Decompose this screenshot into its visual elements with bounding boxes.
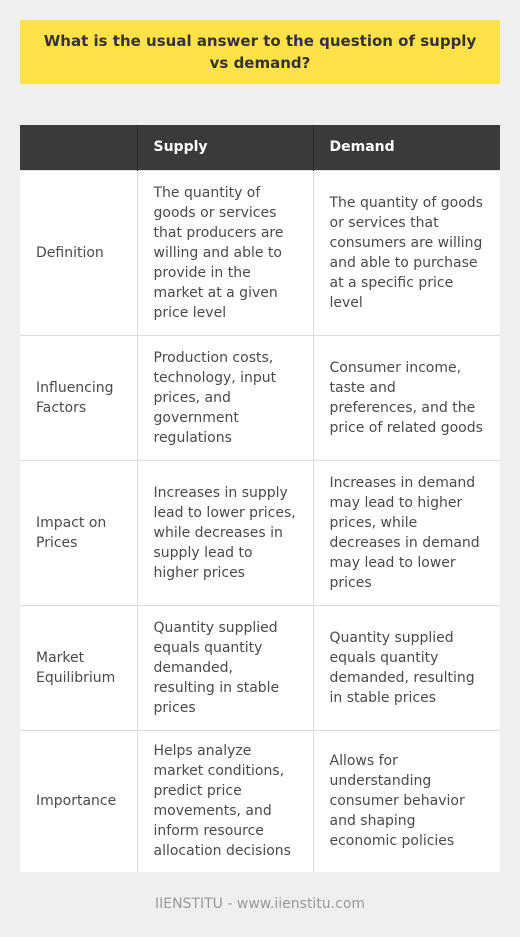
title-banner: What is the usual answer to the question… (20, 20, 500, 84)
cell-demand: Allows for understanding consumer behavi… (313, 729, 500, 872)
table-row: Definition The quantity of goods or serv… (20, 169, 500, 335)
row-label-impact-on-prices: Impact on Prices (20, 459, 138, 605)
row-label-influencing-factors: Influencing Factors (20, 334, 138, 460)
header-supply: Supply (137, 125, 314, 170)
cell-demand: Increases in demand may lead to higher p… (313, 459, 500, 605)
cell-supply: Quantity supplied equals quantity demand… (137, 604, 314, 730)
table-row: Market Equilibrium Quantity supplied equ… (20, 604, 500, 730)
header-empty (20, 125, 138, 170)
row-label-market-equilibrium: Market Equilibrium (20, 604, 138, 730)
comparison-table: Supply Demand Definition The quantity of… (20, 125, 500, 872)
cell-supply: Helps analyze market conditions, predict… (137, 729, 314, 872)
page-title: What is the usual answer to the question… (43, 32, 477, 72)
cell-supply: Production costs, technology, input pric… (137, 334, 314, 460)
row-label-definition: Definition (20, 169, 138, 335)
table-row: Importance Helps analyze market conditio… (20, 729, 500, 872)
table-row: Influencing Factors Production costs, te… (20, 334, 500, 460)
row-label-importance: Importance (20, 729, 138, 872)
cell-demand: The quantity of goods or services that c… (313, 169, 500, 335)
cell-demand: Quantity supplied equals quantity demand… (313, 604, 500, 730)
cell-supply: The quantity of goods or services that p… (137, 169, 314, 335)
table-row: Impact on Prices Increases in supply lea… (20, 459, 500, 605)
cell-supply: Increases in supply lead to lower prices… (137, 459, 314, 605)
header-demand: Demand (313, 125, 500, 170)
cell-demand: Consumer income, taste and preferences, … (313, 334, 500, 460)
table-header-row: Supply Demand (20, 125, 500, 170)
footer-credit: IIENSTITU - www.iienstitu.com (154, 896, 366, 912)
